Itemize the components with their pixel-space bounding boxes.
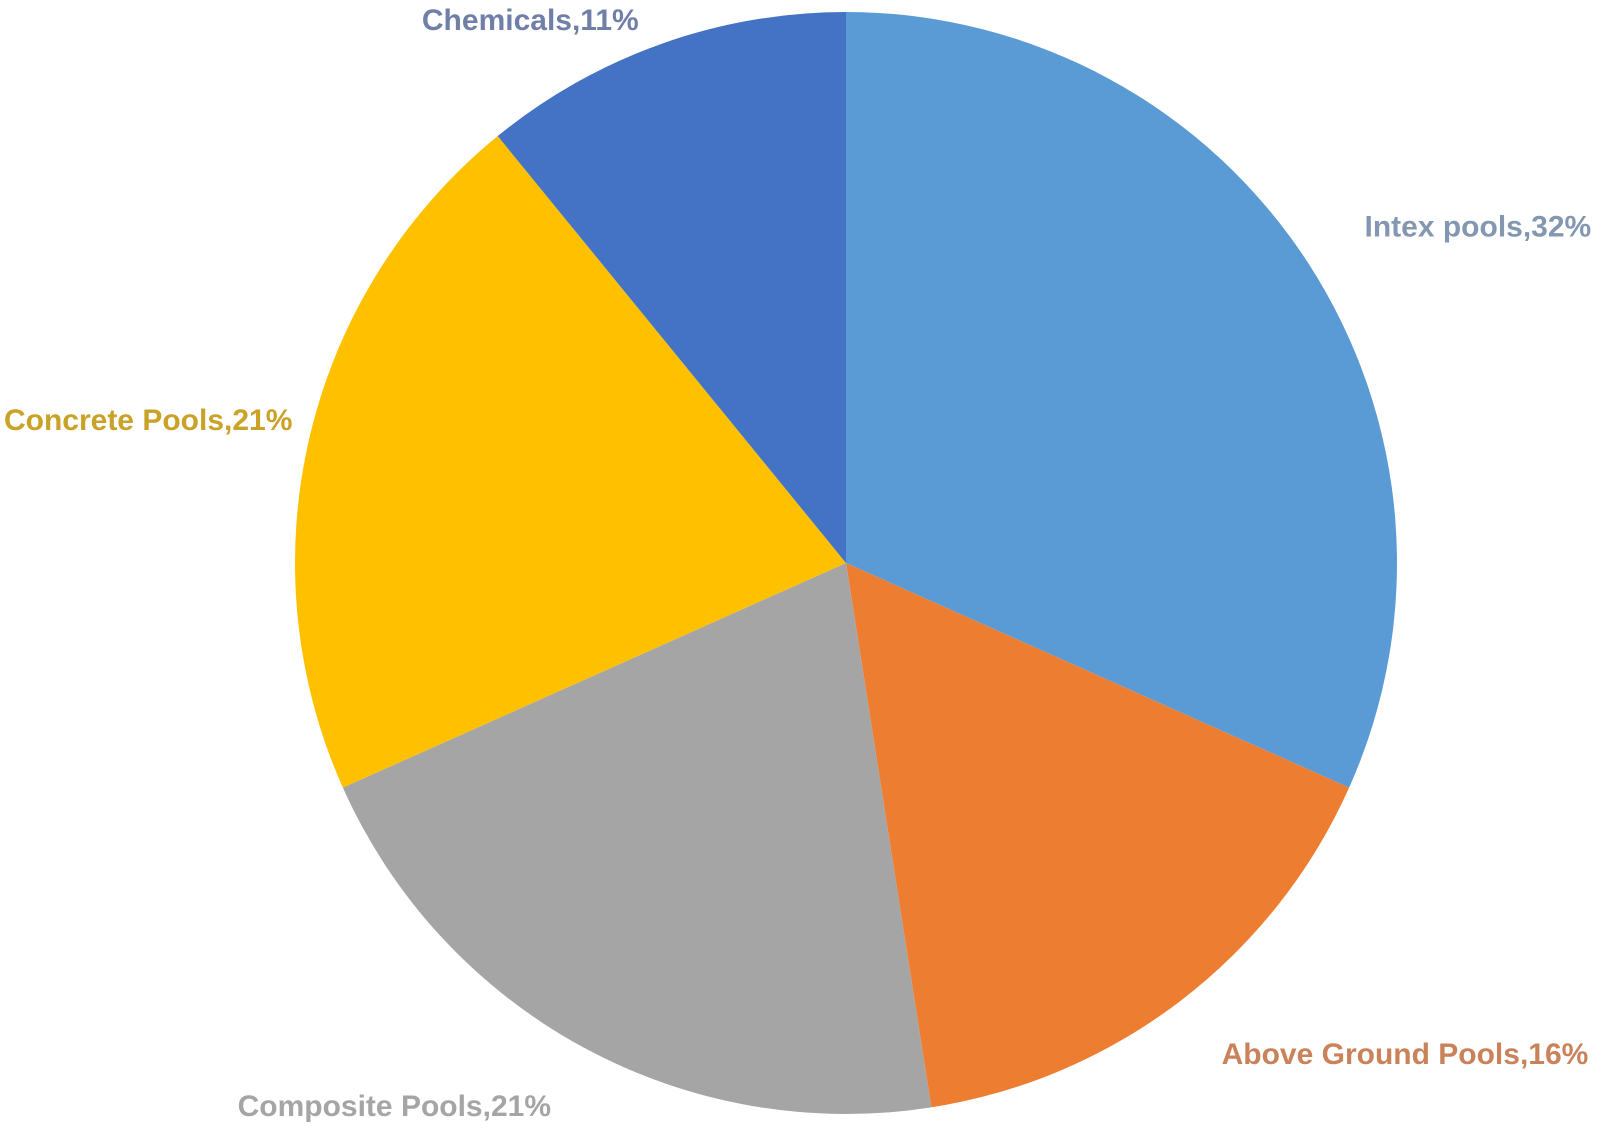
pie-slice-chemicals xyxy=(497,12,846,563)
pie-slice-concrete-pools xyxy=(294,136,846,788)
data-label-above-ground-pools: Above Ground Pools,16% xyxy=(1222,1038,1589,1071)
data-label-chemicals: Chemicals,11% xyxy=(422,4,639,37)
data-label-composite-pools: Composite Pools,21% xyxy=(238,1090,551,1123)
pie-slice-composite-pools xyxy=(342,563,932,1114)
data-label-concrete-pools: Concrete Pools,21% xyxy=(4,404,292,437)
data-label-intex-pools: Intex pools,32% xyxy=(1365,211,1592,244)
pie-slice-intex-pools xyxy=(846,12,1397,788)
slices-group xyxy=(294,12,1397,1114)
labels-group: Intex pools,32% Above Ground Pools,16% Com… xyxy=(4,4,1591,1123)
pie-slice-above-ground-pools xyxy=(846,563,1350,1108)
